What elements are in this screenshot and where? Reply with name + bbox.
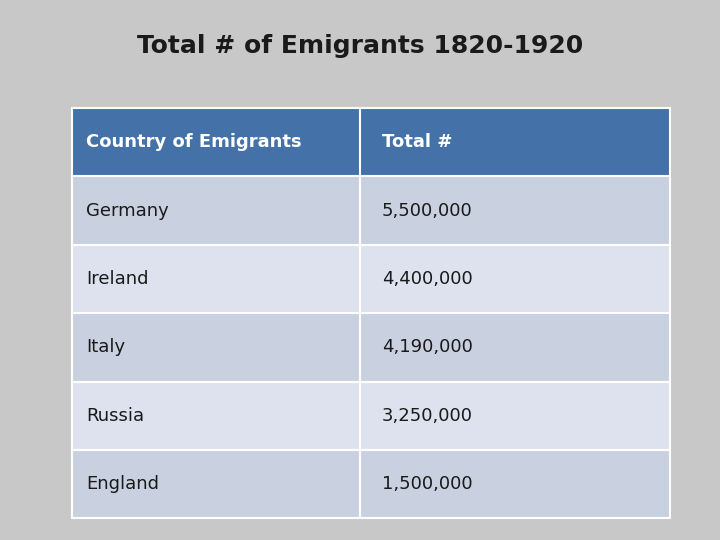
Text: Total #: Total # <box>382 133 452 151</box>
Text: Germany: Germany <box>86 201 169 220</box>
Text: Ireland: Ireland <box>86 270 149 288</box>
FancyBboxPatch shape <box>72 382 670 450</box>
Text: Country of Emigrants: Country of Emigrants <box>86 133 302 151</box>
Text: 3,250,000: 3,250,000 <box>382 407 472 425</box>
FancyBboxPatch shape <box>72 313 670 382</box>
Text: 4,190,000: 4,190,000 <box>382 339 472 356</box>
FancyBboxPatch shape <box>72 450 670 518</box>
Text: 5,500,000: 5,500,000 <box>382 201 472 220</box>
Text: Italy: Italy <box>86 339 125 356</box>
Text: England: England <box>86 475 159 493</box>
Text: Russia: Russia <box>86 407 145 425</box>
FancyBboxPatch shape <box>72 245 670 313</box>
Text: 1,500,000: 1,500,000 <box>382 475 472 493</box>
Text: Total # of Emigrants 1820-1920: Total # of Emigrants 1820-1920 <box>137 34 583 58</box>
FancyBboxPatch shape <box>72 108 670 177</box>
Text: 4,400,000: 4,400,000 <box>382 270 472 288</box>
FancyBboxPatch shape <box>72 177 670 245</box>
